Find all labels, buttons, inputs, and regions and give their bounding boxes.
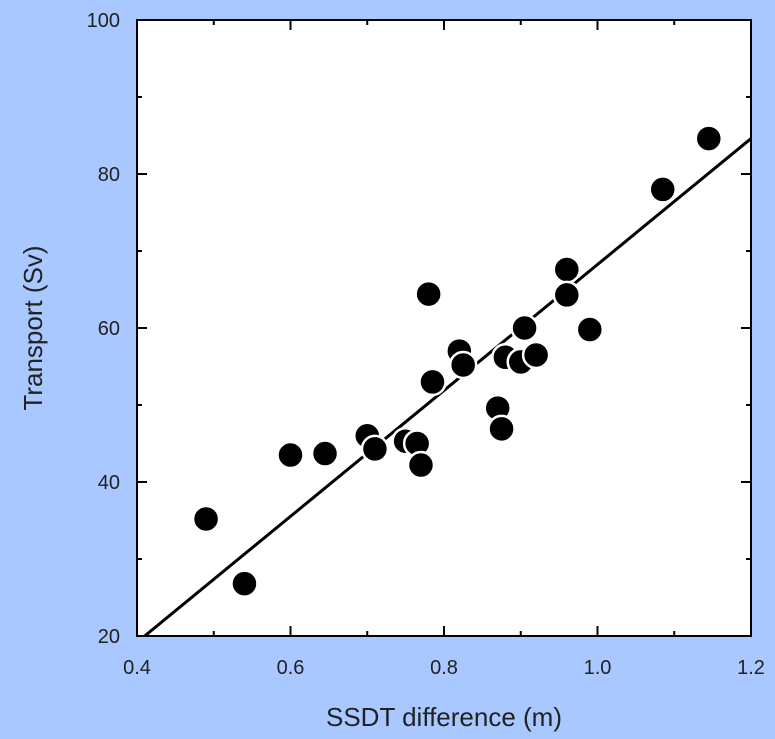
- y-tick-label: 40: [98, 472, 120, 494]
- y-tick-label: 20: [98, 626, 120, 648]
- y-tick-label: 100: [87, 10, 120, 32]
- x-tick-label: 0.4: [123, 657, 151, 679]
- data-point: [552, 280, 582, 310]
- y-axis-label: Transport (Sv): [18, 245, 48, 410]
- y-tick-label: 80: [98, 164, 120, 186]
- y-tick-label: 60: [98, 318, 120, 340]
- data-point: [648, 175, 677, 204]
- data-point: [487, 414, 516, 444]
- data-point: [406, 450, 436, 480]
- data-point: [448, 350, 478, 380]
- data-point: [230, 569, 259, 598]
- x-tick-label: 0.6: [277, 657, 305, 679]
- data-points: [191, 124, 724, 598]
- regression-line-group: [143, 137, 752, 638]
- data-point: [510, 313, 539, 343]
- data-point: [694, 124, 724, 153]
- data-point: [575, 315, 605, 344]
- x-tick-label: 0.8: [430, 657, 458, 679]
- data-point: [521, 340, 551, 370]
- data-point: [191, 504, 221, 534]
- data-point: [414, 279, 443, 309]
- x-tick-label: 1.0: [584, 657, 612, 679]
- data-point: [418, 367, 447, 397]
- x-axis-label: SSDT difference (m): [326, 702, 562, 732]
- regression-line: [143, 137, 752, 638]
- data-point: [360, 434, 390, 464]
- plot-area: [136, 19, 752, 637]
- data-point: [310, 439, 340, 468]
- x-tick-label: 1.2: [737, 657, 765, 679]
- data-point: [552, 255, 582, 284]
- axis-ticks: 0.4 0.6 0.8 1.0 1.2 20 40 60 80 100: [87, 10, 765, 679]
- data-point: [276, 440, 305, 470]
